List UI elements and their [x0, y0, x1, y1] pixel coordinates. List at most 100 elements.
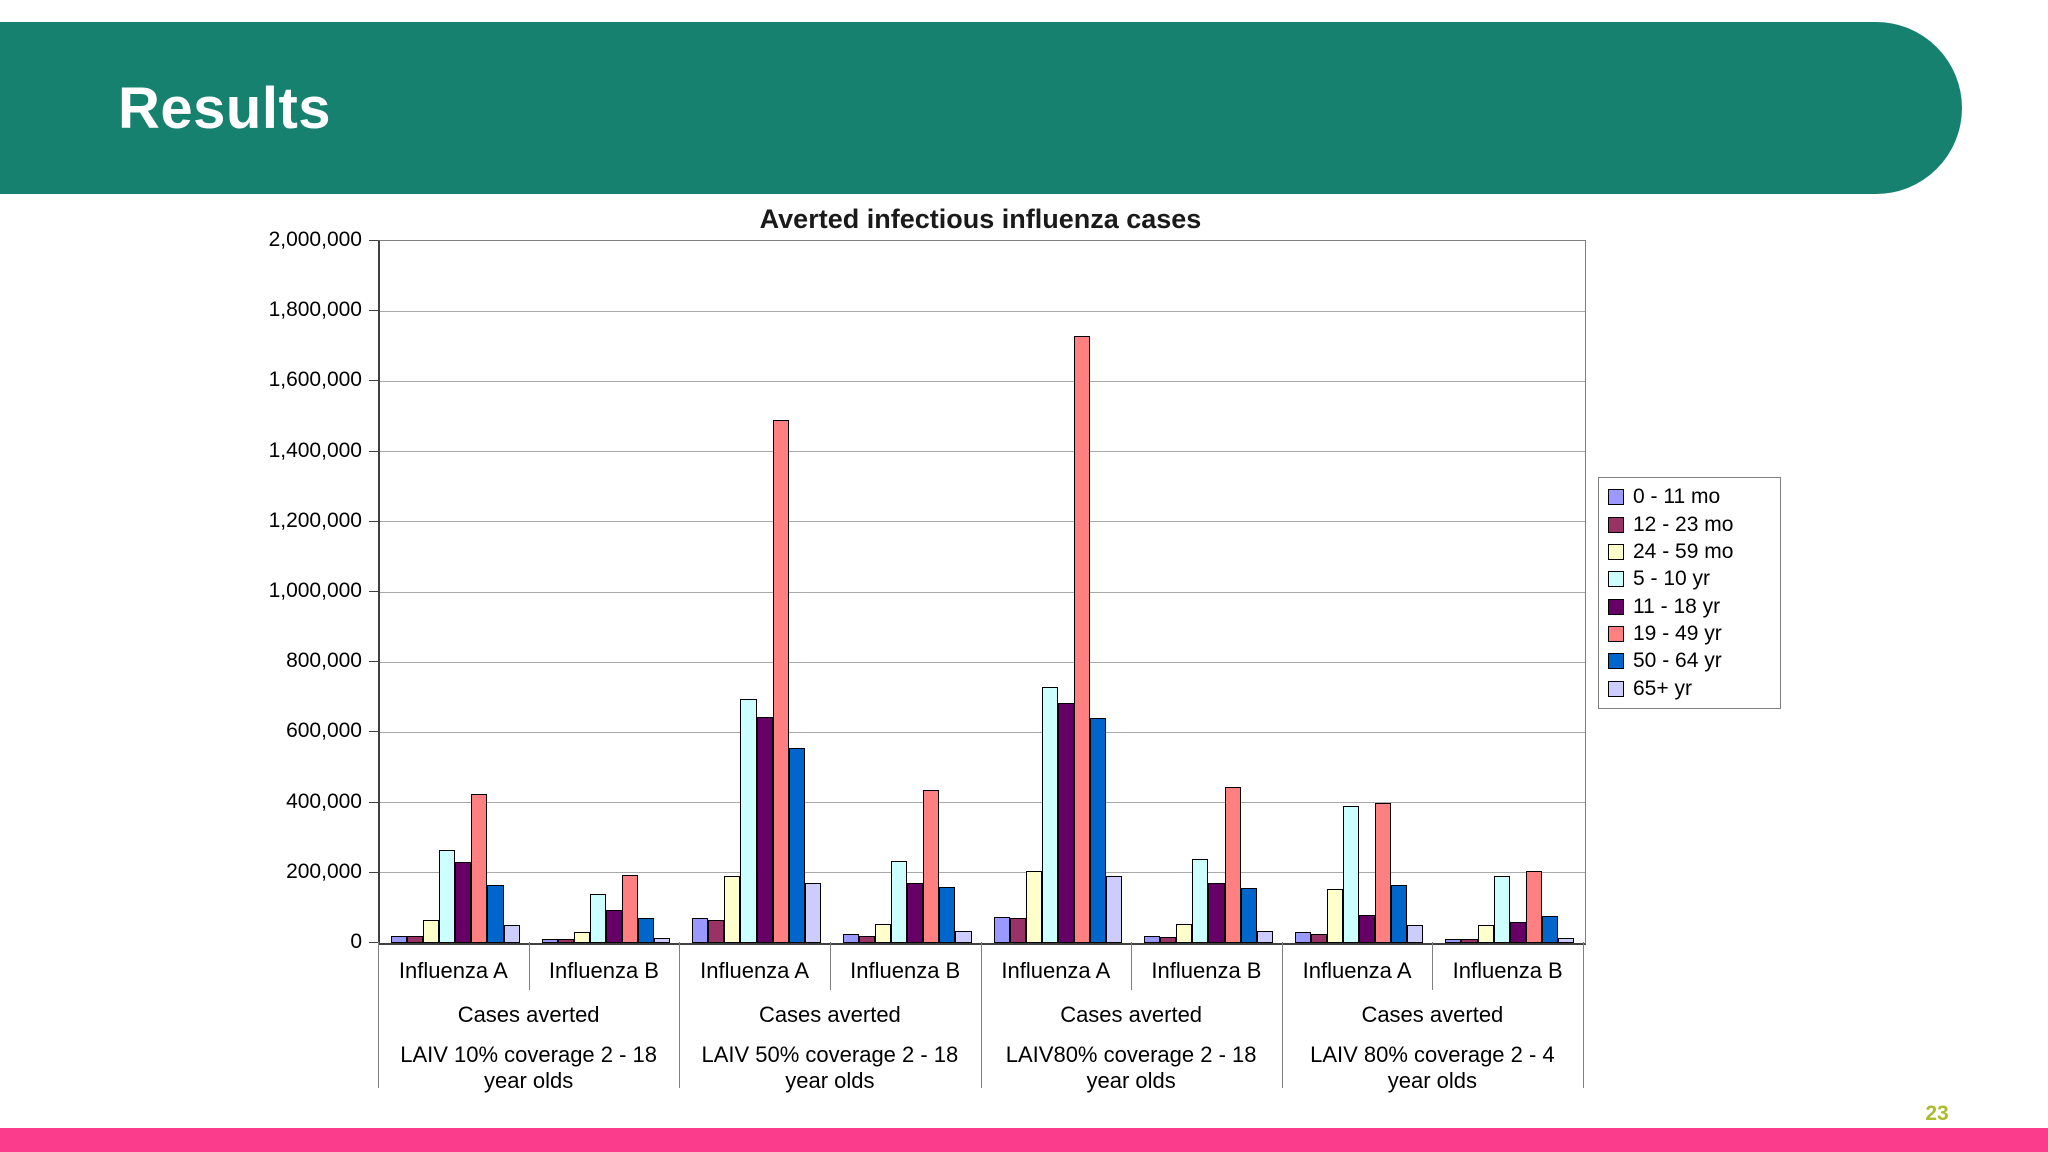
x-axis-measure-label: Cases averted	[457, 1002, 600, 1027]
bar-65+yr-col4	[1106, 876, 1123, 943]
bar-19-49yr-col1	[622, 874, 639, 943]
x-axis-type-label: Influenza B	[1452, 958, 1563, 983]
bar-0-11mo-col2	[692, 918, 709, 943]
bar-5-10yr-col0	[439, 849, 456, 943]
x-axis-scenario-label: LAIV 10% coverage 2 - 18 year olds	[400, 1042, 658, 1093]
y-axis-tick-mark	[369, 731, 378, 733]
chart-title: Averted infectious influenza cases	[759, 204, 1202, 234]
x-axis-measure-label: Cases averted	[1361, 1002, 1504, 1027]
y-axis-tick-label: 200,000	[286, 859, 362, 883]
legend-swatch-icon	[1608, 489, 1624, 506]
y-axis-tick-label: 1,800,000	[268, 298, 362, 322]
x-axis-scenario-label: LAIV 50% coverage 2 - 18 year olds	[701, 1042, 959, 1093]
gridline	[380, 380, 1585, 382]
header-band: Results	[0, 22, 1962, 194]
scenario-boundary-line	[679, 942, 681, 1088]
gridline	[380, 802, 1585, 804]
legend-entry: 50 - 64 yr	[1608, 649, 1780, 673]
chart-plot-area	[378, 240, 1586, 945]
bar-5-10yr-col6	[1342, 806, 1360, 943]
bar-24-59mo-col5	[1176, 923, 1193, 943]
type-separator-tick	[1432, 942, 1434, 990]
bar-5-10yr-col7	[1493, 876, 1510, 943]
scenario-boundary-line	[378, 942, 379, 1088]
bar-11-18yr-col5	[1208, 883, 1225, 943]
gridline	[380, 591, 1585, 593]
legend-swatch-icon	[1608, 653, 1624, 670]
gridline	[380, 451, 1585, 453]
bar-19-49yr-col7	[1525, 871, 1542, 943]
bar-11-18yr-col0	[455, 862, 472, 943]
gridline	[380, 872, 1585, 874]
bar-12-23mo-col7	[1461, 939, 1478, 943]
bar-11-18yr-col3	[907, 883, 924, 943]
bar-65+yr-col1	[654, 937, 671, 943]
bar-65+yr-col2	[804, 883, 821, 943]
scenario-boundary-line	[1583, 942, 1584, 1088]
legend-entry: 19 - 49 yr	[1608, 622, 1780, 646]
bar-5-10yr-col1	[589, 893, 606, 943]
bar-0-11mo-col5	[1144, 935, 1161, 943]
y-axis-tick-mark	[369, 661, 378, 663]
x-axis-scenario-label: LAIV 80% coverage 2 - 4 year olds	[1310, 1042, 1555, 1093]
x-axis-type-label: Influenza B	[548, 958, 659, 983]
x-axis-scenario-label: LAIV80% coverage 2 - 18 year olds	[1005, 1042, 1257, 1093]
bar-19-49yr-col5	[1224, 786, 1241, 943]
y-axis-tick-label: 1,000,000	[268, 579, 362, 602]
y-axis-tick-mark	[369, 310, 378, 312]
legend-entry: 24 - 59 mo	[1608, 540, 1780, 564]
chart-legend: 0 - 11 mo 12 - 23 mo 24 - 59 mo 5 - 10 yr 11…	[1598, 477, 1781, 709]
x-axis-measure-label: Cases averted	[758, 1002, 901, 1027]
bar-0-11mo-col1	[541, 939, 558, 943]
legend-entry: 65+ yr	[1608, 677, 1780, 701]
bar-0-11mo-col7	[1445, 939, 1462, 943]
bar-65+yr-col6	[1407, 925, 1424, 943]
legend-entry: 11 - 18 yr	[1608, 595, 1780, 619]
bar-0-11mo-col0	[391, 935, 408, 943]
bar-5-10yr-col4	[1041, 686, 1058, 943]
bar-24-59mo-col3	[875, 923, 892, 943]
legend-swatch-icon	[1608, 680, 1624, 697]
bar-65+yr-col5	[1256, 930, 1273, 943]
legend-swatch-icon	[1608, 571, 1624, 588]
bar-11-18yr-col2	[756, 716, 773, 943]
gridline	[380, 521, 1585, 523]
bar-11-18yr-col4	[1057, 702, 1074, 943]
bar-0-11mo-col4	[993, 916, 1010, 943]
legend-swatch-icon	[1608, 516, 1624, 533]
scenario-boundary-line	[980, 942, 982, 1088]
bar-24-59mo-col2	[724, 876, 741, 943]
y-axis-tick-label: 600,000	[286, 719, 362, 743]
x-axis-measure-label: Cases averted	[1060, 1002, 1203, 1027]
legend-label: 50 - 64 yr	[1633, 649, 1722, 673]
bar-19-49yr-col0	[471, 793, 488, 943]
bar-5-10yr-col2	[740, 699, 757, 943]
gridline	[380, 731, 1585, 733]
y-axis-tick-label: 1,400,000	[268, 438, 362, 462]
legend-label: 5 - 10 yr	[1633, 567, 1711, 591]
bar-50-64yr-col3	[939, 886, 956, 943]
y-axis-tick-label: 400,000	[286, 789, 362, 813]
bar-12-23mo-col6	[1310, 934, 1327, 943]
bar-50-64yr-col7	[1541, 915, 1558, 943]
bar-12-23mo-col0	[407, 935, 424, 943]
bar-12-23mo-col3	[858, 935, 876, 943]
y-axis-tick-mark	[369, 380, 378, 382]
legend-label: 12 - 23 mo	[1633, 512, 1734, 536]
legend-swatch-icon	[1608, 598, 1624, 615]
y-axis-tick-mark	[369, 520, 378, 522]
y-axis-tick-label: 2,000,000	[268, 228, 362, 251]
y-axis-tick-label: 0	[350, 930, 362, 953]
bar-12-23mo-col4	[1009, 918, 1026, 943]
bar-50-64yr-col0	[487, 885, 504, 943]
bar-50-64yr-col6	[1391, 885, 1408, 943]
bar-19-49yr-col3	[923, 790, 940, 943]
legend-label: 0 - 11 mo	[1633, 485, 1721, 509]
y-axis-tick-label: 800,000	[286, 649, 362, 673]
bar-19-49yr-col4	[1073, 335, 1090, 943]
y-axis-tick-mark	[369, 942, 378, 943]
legend-swatch-icon	[1608, 625, 1624, 642]
bar-50-64yr-col1	[638, 918, 655, 943]
bar-5-10yr-col3	[891, 860, 908, 943]
y-axis-tick-mark	[369, 871, 378, 873]
